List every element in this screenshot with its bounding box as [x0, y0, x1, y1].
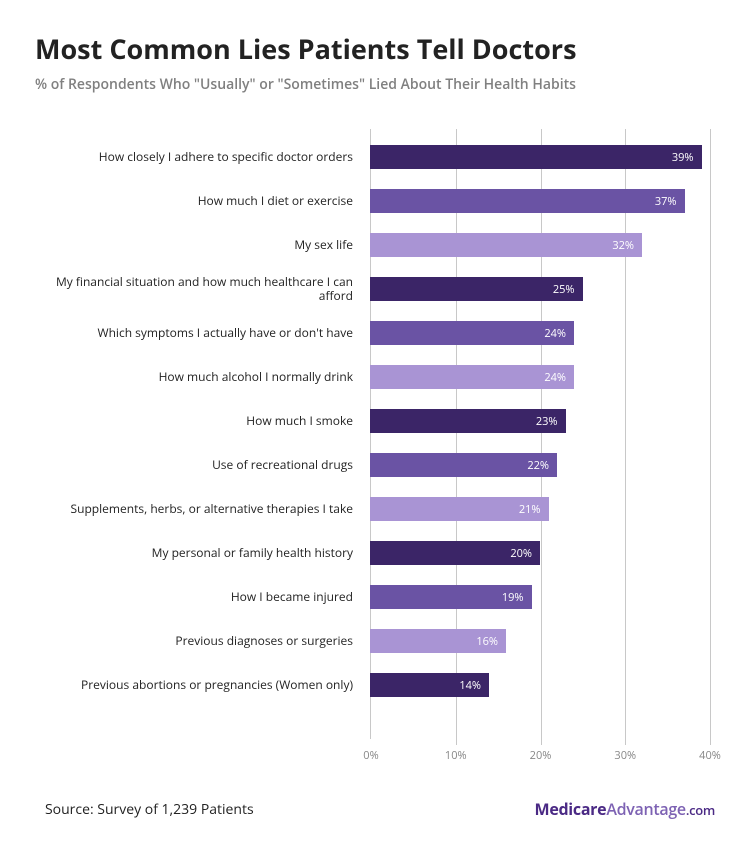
bar-label: My sex life — [35, 238, 365, 252]
bar: 24% — [370, 365, 574, 389]
bar-label: My financial situation and how much heal… — [35, 275, 365, 304]
x-tick-label: 0% — [363, 748, 378, 763]
bar-value-label: 21% — [519, 502, 541, 517]
x-tick-label: 20% — [530, 748, 552, 763]
bar-value-label: 16% — [476, 634, 498, 649]
bar-value-label: 23% — [536, 414, 558, 429]
page-title: Most Common Lies Patients Tell Doctors — [35, 30, 715, 67]
bar: 37% — [370, 189, 685, 213]
bar-track: 39% — [370, 145, 710, 169]
chart-row: My sex life 32% — [35, 223, 710, 267]
bar-value-label: 37% — [655, 194, 677, 209]
bar-label: Supplements, herbs, or alternative thera… — [35, 502, 365, 516]
chart-row: How I became injured 19% — [35, 575, 710, 619]
brand-part-2: Advantage — [606, 798, 686, 820]
bar-label: How much I diet or exercise — [35, 194, 365, 208]
footer: Source: Survey of 1,239 Patients Medicar… — [35, 798, 715, 820]
bar-chart: 0%10%20%30%40% How closely I adhere to s… — [35, 129, 715, 769]
bar-label: How closely I adhere to specific doctor … — [35, 150, 365, 164]
bar: 19% — [370, 585, 532, 609]
bar-value-label: 25% — [553, 282, 575, 297]
bar-value-label: 24% — [544, 370, 566, 385]
chart-row: Previous diagnoses or surgeries 16% — [35, 619, 710, 663]
chart-row: How much I diet or exercise 37% — [35, 179, 710, 223]
x-tick-label: 10% — [445, 748, 467, 763]
bar: 25% — [370, 277, 583, 301]
gridline — [710, 129, 711, 745]
bar-track: 25% — [370, 277, 710, 301]
bar-value-label: 24% — [544, 326, 566, 341]
bar-track: 19% — [370, 585, 710, 609]
bar-value-label: 32% — [612, 238, 634, 253]
chart-row: How much alcohol I normally drink 24% — [35, 355, 710, 399]
chart-row: How much I smoke 23% — [35, 399, 710, 443]
bar-track: 37% — [370, 189, 710, 213]
bar: 24% — [370, 321, 574, 345]
bar-label: My personal or family health history — [35, 546, 365, 560]
bar: 16% — [370, 629, 506, 653]
source-text: Source: Survey of 1,239 Patients — [35, 800, 254, 819]
page-subtitle: % of Respondents Who "Usually" or "Somet… — [35, 75, 715, 94]
bar-value-label: 19% — [502, 590, 524, 605]
x-tick-label: 40% — [699, 748, 721, 763]
chart-row: My financial situation and how much heal… — [35, 267, 710, 311]
bar-track: 16% — [370, 629, 710, 653]
bar-track: 32% — [370, 233, 710, 257]
bar: 22% — [370, 453, 557, 477]
bar-value-label: 39% — [672, 150, 694, 165]
bar-label: Which symptoms I actually have or don't … — [35, 326, 365, 340]
bar-track: 14% — [370, 673, 710, 697]
bar: 21% — [370, 497, 549, 521]
bar-value-label: 20% — [510, 546, 532, 561]
bar-track: 22% — [370, 453, 710, 477]
chart-row: How closely I adhere to specific doctor … — [35, 135, 710, 179]
bar-label: Previous diagnoses or surgeries — [35, 634, 365, 648]
chart-row: Previous abortions or pregnancies (Women… — [35, 663, 710, 707]
bar-track: 24% — [370, 365, 710, 389]
bar-label: How I became injured — [35, 590, 365, 604]
bar-value-label: 14% — [459, 678, 481, 693]
bar-track: 21% — [370, 497, 710, 521]
bar-label: How much I smoke — [35, 414, 365, 428]
brand-part-3: .com — [686, 801, 715, 819]
bar: 14% — [370, 673, 489, 697]
chart-row: Use of recreational drugs 22% — [35, 443, 710, 487]
chart-container: Most Common Lies Patients Tell Doctors %… — [0, 0, 750, 850]
chart-row: My personal or family health history 20% — [35, 531, 710, 575]
bar: 20% — [370, 541, 540, 565]
brand-part-1: Medicare — [535, 798, 607, 820]
bar-track: 20% — [370, 541, 710, 565]
brand-logo: MedicareAdvantage.com — [535, 798, 715, 820]
bar: 23% — [370, 409, 566, 433]
bar: 32% — [370, 233, 642, 257]
bar-track: 23% — [370, 409, 710, 433]
bar-value-label: 22% — [527, 458, 549, 473]
bar-track: 24% — [370, 321, 710, 345]
bar-label: How much alcohol I normally drink — [35, 370, 365, 384]
bar-label: Use of recreational drugs — [35, 458, 365, 472]
bar-label: Previous abortions or pregnancies (Women… — [35, 678, 365, 692]
chart-row: Supplements, herbs, or alternative thera… — [35, 487, 710, 531]
chart-row: Which symptoms I actually have or don't … — [35, 311, 710, 355]
bar: 39% — [370, 145, 702, 169]
x-tick-label: 30% — [614, 748, 636, 763]
